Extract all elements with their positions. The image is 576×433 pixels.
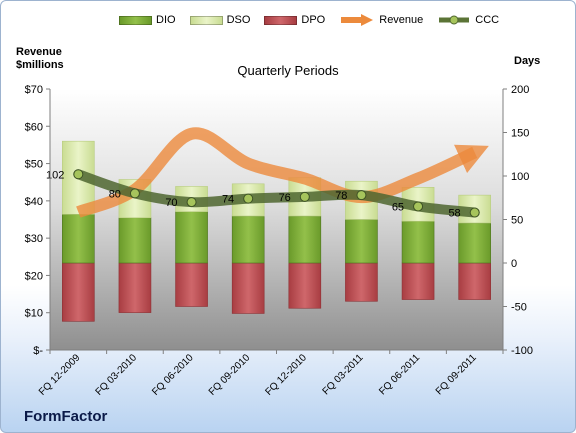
- right-axis-tick-label: -50: [511, 302, 527, 314]
- chart-title: Quarterly Periods: [237, 63, 339, 78]
- legend-arrow-icon: [341, 14, 374, 26]
- legend-item-revenue: Revenue: [339, 13, 423, 27]
- plot-area: [50, 89, 503, 350]
- ccc-point: [186, 197, 197, 208]
- left-axis-tick-label: $10: [25, 308, 43, 320]
- bar-dio: [458, 222, 491, 264]
- x-axis-category-label: FQ 12-2009: [37, 352, 83, 398]
- left-axis-tick-label: $-: [33, 345, 43, 357]
- x-axis-category-label: FQ 09-2010: [207, 352, 253, 398]
- ccc-point: [129, 188, 140, 199]
- x-axis-category-label: FQ 12-2010: [263, 352, 309, 398]
- legend-item-dio: DIO: [119, 14, 176, 26]
- bar-dpo: [401, 262, 435, 300]
- labels-layer: 102 80 70 74 76 78 65 58: [46, 169, 461, 219]
- ccc-point: [469, 207, 480, 218]
- legend-swatch-dpo: [264, 15, 298, 25]
- right-axis-tick-label: -100: [511, 345, 533, 357]
- right-axis-tick-label: 150: [511, 128, 529, 140]
- bar-dio: [288, 215, 322, 264]
- legend-label-ccc: CCC: [475, 14, 500, 26]
- ccc-point: [73, 169, 84, 180]
- bar-dpo: [62, 262, 95, 322]
- bar-dpo: [231, 262, 265, 314]
- bar-dpo: [345, 262, 378, 302]
- legend-label-dio: DIO: [156, 14, 176, 26]
- bar-dio: [62, 213, 95, 264]
- bar-dio: [401, 220, 435, 264]
- left-axis-tick-label: $60: [25, 121, 43, 133]
- bar-dpo: [288, 262, 322, 309]
- bar-dpo: [175, 262, 208, 307]
- legend-label-dso: DSO: [226, 14, 251, 26]
- x-axis-category-label: FQ 03-2010: [94, 352, 140, 398]
- ccc-data-label: 80: [109, 188, 121, 200]
- right-axis-title: Days: [514, 55, 541, 67]
- ccc-data-label: 78: [335, 190, 347, 202]
- left-axis-title-line1: Revenue: [16, 46, 62, 58]
- legend-item-ccc: CCC: [437, 13, 499, 27]
- bar-dio: [118, 217, 152, 264]
- ccc-point: [299, 191, 310, 202]
- ccc-data-label: 58: [448, 208, 460, 220]
- ccc-data-label: 102: [46, 169, 64, 181]
- left-axis-tick-label: $70: [25, 84, 43, 96]
- left-axis-tick-label: $40: [25, 196, 43, 208]
- left-axis-tick-label: $50: [25, 159, 43, 171]
- legend-ccc-icon: [439, 15, 470, 25]
- legend-item-dpo: DPO: [264, 14, 325, 26]
- right-axis-tick-label: 200: [511, 84, 529, 96]
- bar-dpo: [458, 262, 491, 300]
- left-axis-tick-label: $20: [25, 270, 43, 282]
- x-axis-category-label: FQ 09-2011: [434, 352, 479, 397]
- legend-item-dso: DSO: [189, 14, 251, 26]
- bar-dio: [175, 211, 208, 264]
- ccc-data-label: 70: [165, 197, 177, 209]
- left-axis-tick-label: $30: [25, 233, 43, 245]
- bar-dpo: [118, 262, 152, 313]
- ccc-point: [243, 193, 254, 204]
- lines-layer: [73, 127, 489, 218]
- revenue-line: [76, 127, 489, 218]
- left-axis-title-line2: $millions: [16, 59, 64, 71]
- ccc-data-label: 65: [392, 201, 404, 213]
- legend-label-dpo: DPO: [301, 14, 326, 26]
- x-axis-category-label: FQ 06-2010: [150, 352, 196, 398]
- bar-dio: [345, 219, 378, 264]
- legend-swatch-dio: [119, 15, 152, 25]
- legend-swatch-dso: [189, 15, 223, 25]
- right-axis-tick-label: 50: [511, 215, 523, 227]
- x-axis-category-label: FQ 06-2011: [377, 352, 422, 397]
- bar-dio: [231, 215, 265, 264]
- ccc-data-label: 76: [279, 192, 291, 204]
- legend-label-revenue: Revenue: [379, 14, 424, 26]
- ccc-point: [356, 190, 367, 201]
- ccc-point: [413, 201, 424, 212]
- legend: DIO DSO DPO Revenue CCC: [119, 13, 499, 27]
- right-axis-tick-label: 100: [511, 171, 529, 183]
- company-name: FormFactor: [24, 408, 108, 425]
- left-axis-title: Revenue $millions: [16, 46, 64, 72]
- ccc-data-label: 74: [222, 194, 234, 206]
- x-axis-category-label: FQ 03-2011: [321, 352, 366, 397]
- right-axis-tick-label: 0: [511, 258, 517, 270]
